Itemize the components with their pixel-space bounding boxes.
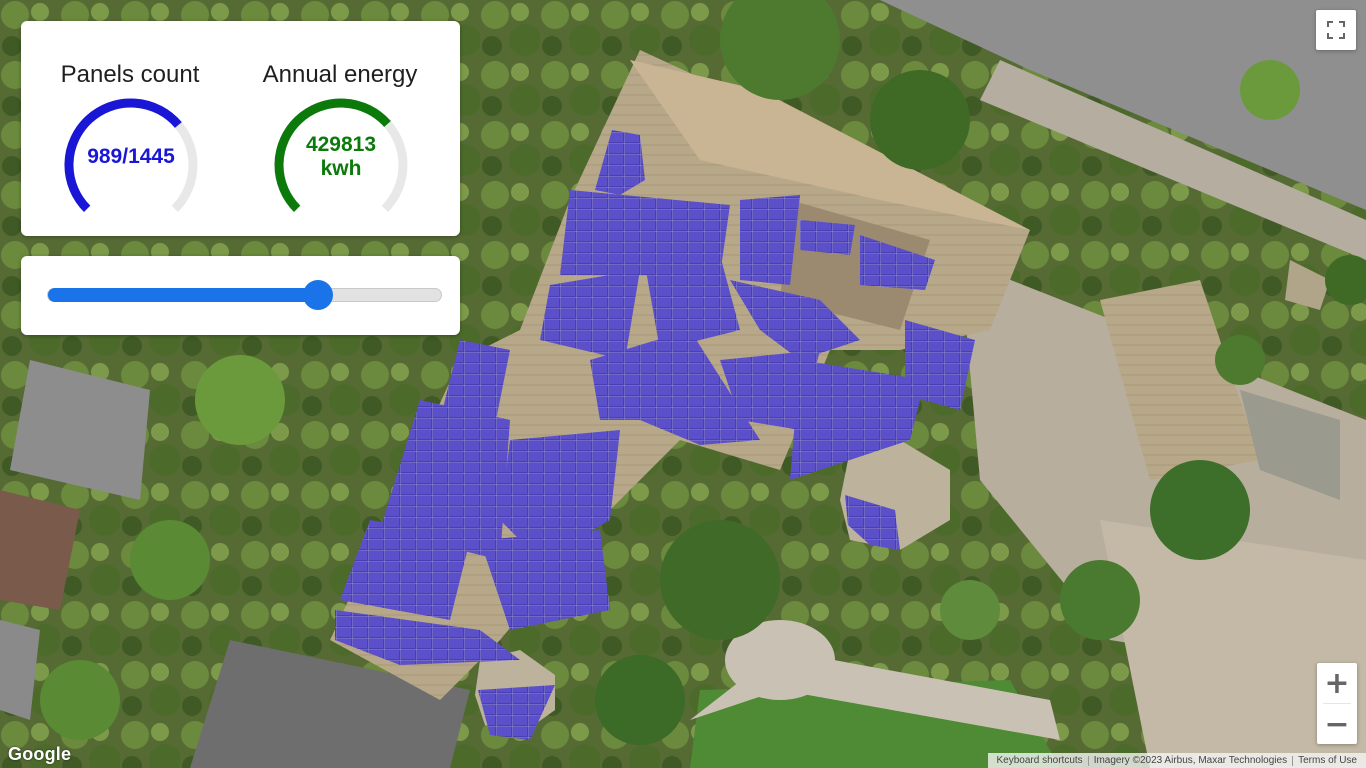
annual-energy-unit: kwh [320,157,362,180]
zoom-in-button[interactable]: + [1324,665,1350,701]
panels-slider-fill [48,288,318,302]
zoom-controls: + − [1317,663,1357,744]
attribution-divider [1292,755,1294,766]
panels-count-text: 989/1445 [87,145,175,168]
panel-slider-card [21,256,460,335]
map-attribution: Keyboard shortcuts Imagery ©2023 Airbus,… [987,753,1366,768]
panels-slider-track[interactable] [47,280,442,310]
panels-count-value: 989/1445 [61,87,201,227]
attribution-divider [1087,755,1089,766]
annual-energy-number: 429813 [305,133,377,156]
panels-count-title: Panels count [60,61,200,88]
fullscreen-icon [1327,21,1345,39]
google-logo[interactable]: Google [8,744,72,764]
keyboard-shortcuts-link[interactable]: Keyboard shortcuts [996,755,1083,766]
panels-gauge-ring [64,98,198,213]
stats-card: Panels count 989/1445 Annual energy 4298… [21,21,460,236]
energy-gauge-ring [274,98,408,213]
terms-of-use-link[interactable]: Terms of Use [1298,755,1357,766]
panels-count-gauge: Panels count 989/1445 [25,21,235,236]
solar-panel-overlay [335,130,975,740]
zoom-divider [1323,703,1351,704]
annual-energy-gauge: Annual energy 429813 kwh [235,21,445,236]
annual-energy-title: Annual energy [262,61,418,88]
imagery-credit: Imagery ©2023 Airbus, Maxar Technologies [1093,755,1288,766]
annual-energy-value: 429813 kwh [271,87,411,227]
panels-slider-thumb[interactable] [303,280,333,310]
zoom-out-button[interactable]: − [1324,706,1350,742]
fullscreen-button[interactable] [1316,10,1356,50]
